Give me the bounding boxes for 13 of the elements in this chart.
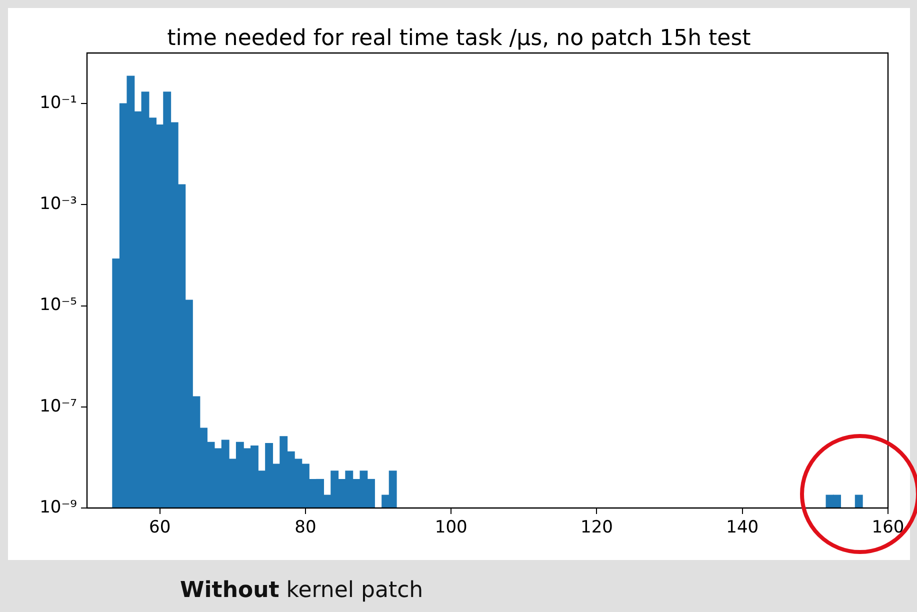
- x-tick-label: 140: [726, 518, 759, 538]
- y-tick-label: 10⁻³: [40, 194, 77, 214]
- x-tick-label: 160: [872, 518, 904, 538]
- y-tick-label: 10⁻⁹: [40, 497, 78, 518]
- x-tick-label: 100: [434, 518, 468, 538]
- y-tick-label: 10⁻⁵: [40, 295, 77, 316]
- text: Without kernel patch: [180, 578, 424, 603]
- y-tick-label: 10⁻⁷: [40, 396, 78, 416]
- x-tick-label: 80: [294, 518, 316, 538]
- x-tick-label: 120: [580, 518, 613, 538]
- chart-title: time needed for real time task /µs, no patch 15h test: [166, 26, 752, 51]
- x-tick-label: 60: [149, 518, 171, 538]
- y-tick-label: 10⁻¹: [40, 92, 77, 113]
